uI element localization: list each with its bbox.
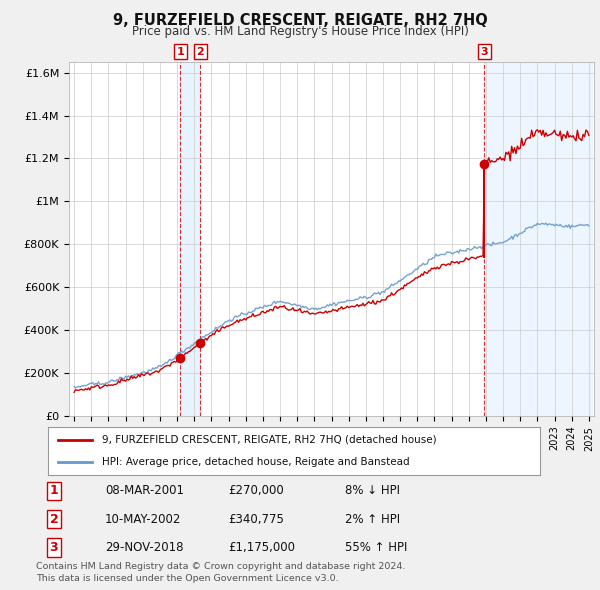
Text: 2: 2 bbox=[50, 513, 58, 526]
Text: 3: 3 bbox=[50, 541, 58, 554]
Bar bbox=[180, 62, 200, 416]
Text: 55% ↑ HPI: 55% ↑ HPI bbox=[345, 541, 407, 554]
Text: 2% ↑ HPI: 2% ↑ HPI bbox=[345, 513, 400, 526]
Text: 9, FURZEFIELD CRESCENT, REIGATE, RH2 7HQ: 9, FURZEFIELD CRESCENT, REIGATE, RH2 7HQ bbox=[113, 13, 487, 28]
Text: HPI: Average price, detached house, Reigate and Banstead: HPI: Average price, detached house, Reig… bbox=[102, 457, 410, 467]
Text: 1: 1 bbox=[176, 47, 184, 57]
Text: 1: 1 bbox=[50, 484, 58, 497]
Text: 3: 3 bbox=[481, 47, 488, 57]
Bar bbox=[484, 62, 592, 416]
Text: £1,175,000: £1,175,000 bbox=[228, 541, 295, 554]
Text: 29-NOV-2018: 29-NOV-2018 bbox=[105, 541, 184, 554]
Text: £340,775: £340,775 bbox=[228, 513, 284, 526]
Text: 08-MAR-2001: 08-MAR-2001 bbox=[105, 484, 184, 497]
Text: 9, FURZEFIELD CRESCENT, REIGATE, RH2 7HQ (detached house): 9, FURZEFIELD CRESCENT, REIGATE, RH2 7HQ… bbox=[102, 435, 437, 445]
Text: 10-MAY-2002: 10-MAY-2002 bbox=[105, 513, 181, 526]
Text: Contains HM Land Registry data © Crown copyright and database right 2024.: Contains HM Land Registry data © Crown c… bbox=[36, 562, 406, 571]
Text: This data is licensed under the Open Government Licence v3.0.: This data is licensed under the Open Gov… bbox=[36, 574, 338, 583]
Text: 8% ↓ HPI: 8% ↓ HPI bbox=[345, 484, 400, 497]
Text: Price paid vs. HM Land Registry's House Price Index (HPI): Price paid vs. HM Land Registry's House … bbox=[131, 25, 469, 38]
Text: 2: 2 bbox=[197, 47, 204, 57]
Text: £270,000: £270,000 bbox=[228, 484, 284, 497]
